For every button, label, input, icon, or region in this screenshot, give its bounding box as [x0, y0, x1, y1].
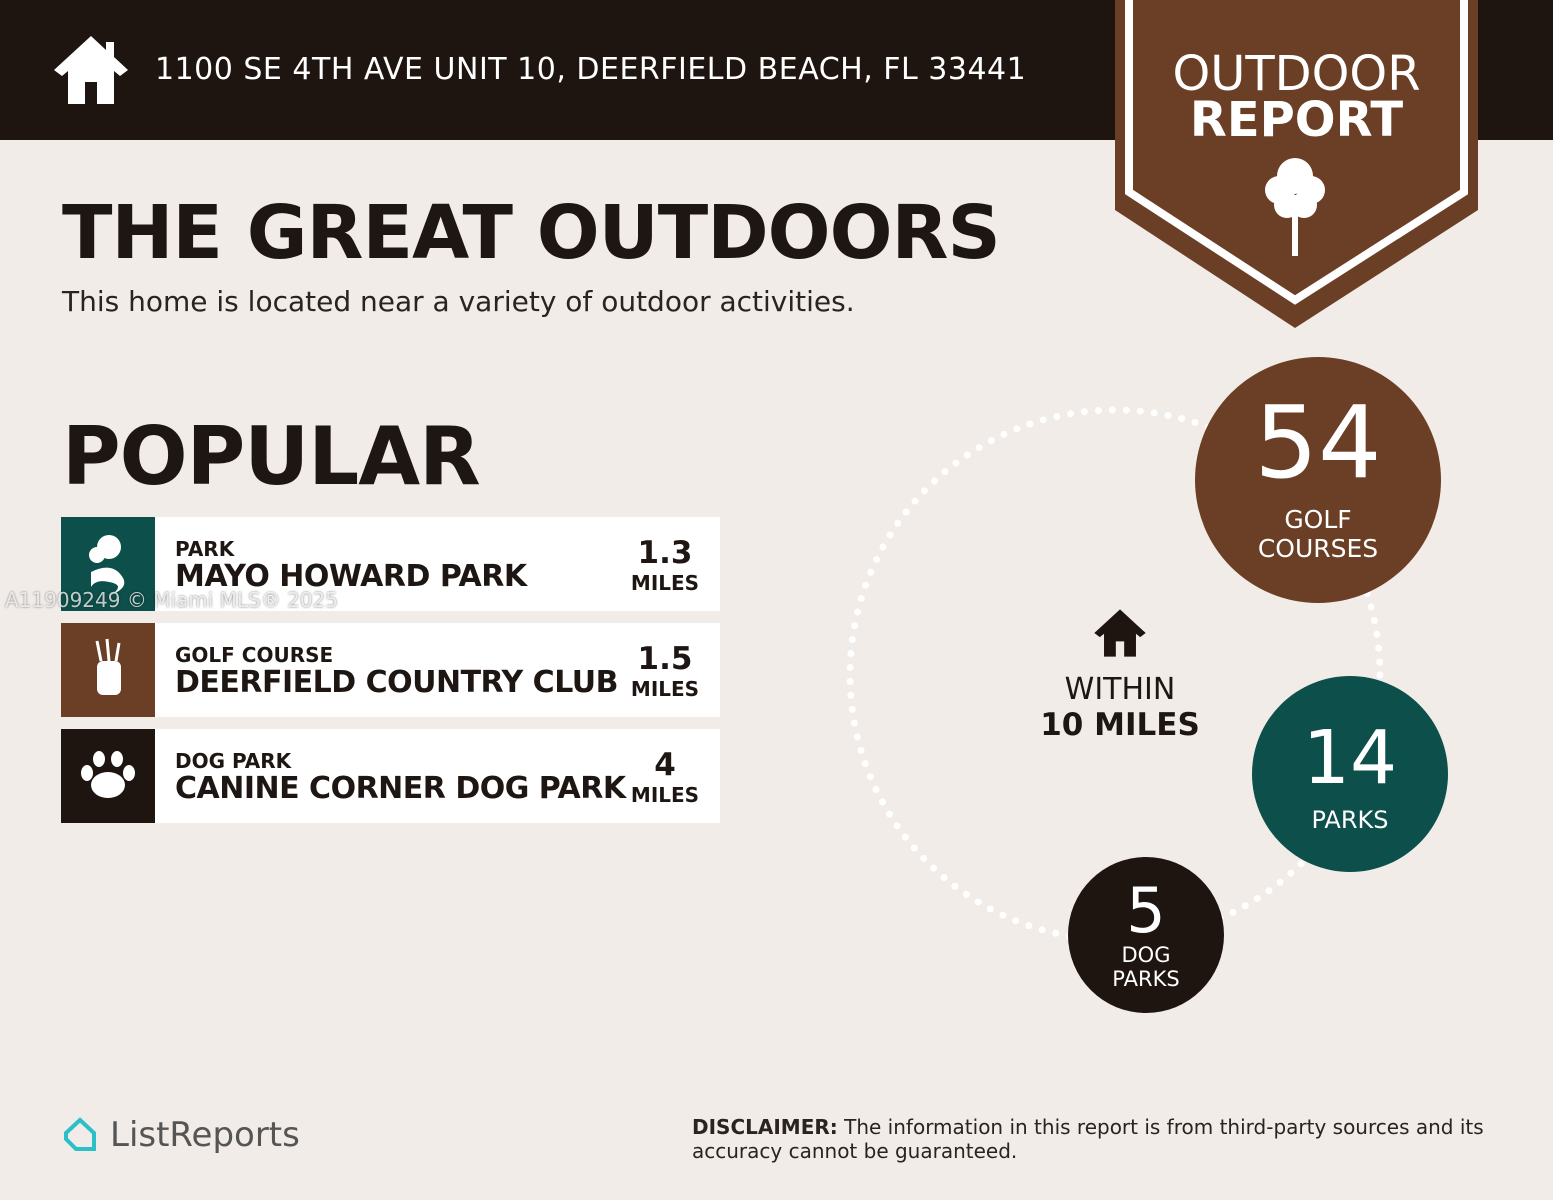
outdoor-report-badge [1115, 0, 1478, 328]
stat-label: GOLF [1284, 505, 1352, 534]
stat-label: PARKS [1311, 806, 1389, 834]
disclaimer: DISCLAIMER: The information in this repo… [692, 1115, 1512, 1163]
paw-icon [61, 729, 155, 823]
item-distance: 1.5 [637, 641, 693, 677]
parks-stat: 14 PARKS [1252, 676, 1448, 872]
item-distance: 1.3 [637, 535, 693, 571]
popular-heading: POPULAR [62, 410, 481, 503]
list-item: GOLF COURSE DEERFIELD COUNTRY CLUB 1.5 MI… [61, 623, 720, 717]
list-item: DOG PARK CANINE CORNER DOG PARK 4 MILES [61, 729, 720, 823]
listreports-logo: ListReports [60, 1115, 300, 1155]
disclaimer-text: The information in this report is from t… [692, 1115, 1484, 1163]
stat-label: PARKS [1112, 967, 1180, 991]
item-category: PARK [175, 537, 235, 561]
item-category: GOLF COURSE [175, 643, 334, 667]
stat-value: 14 [1302, 715, 1398, 801]
logo-text: ListReports [110, 1115, 300, 1155]
item-distance: 4 [654, 747, 676, 783]
house-icon [54, 36, 128, 104]
item-category: DOG PARK [175, 749, 292, 773]
disclaimer-label: DISCLAIMER: [692, 1115, 838, 1139]
radius-label: WITHIN 10 MILES [1020, 608, 1220, 743]
item-name: DEERFIELD COUNTRY CLUB [175, 665, 618, 700]
dog-parks-stat: 5 DOG PARKS [1068, 857, 1224, 1013]
distance-text: 10 MILES [1040, 707, 1200, 743]
tree-icon [1265, 158, 1325, 256]
stat-value: 54 [1254, 384, 1382, 501]
page-subtitle: This home is located near a variety of o… [62, 285, 855, 318]
park-icon [61, 517, 155, 611]
golf-bag-icon [61, 623, 155, 717]
item-unit: MILES [630, 571, 700, 595]
item-unit: MILES [630, 783, 700, 807]
stat-label: COURSES [1257, 534, 1379, 563]
listreports-logo-icon [64, 1117, 96, 1151]
property-address: 1100 SE 4TH AVE UNIT 10, DEERFIELD BEACH… [155, 52, 1027, 87]
golf-courses-stat: 54 GOLF COURSES [1195, 357, 1441, 603]
item-name: CANINE CORNER DOG PARK [175, 771, 626, 806]
badge-line-2: REPORT [1189, 92, 1404, 148]
list-item: PARK MAYO HOWARD PARK 1.3 MILES [61, 517, 720, 611]
watermark: A11909249 © Miami MLS® 2025 [5, 588, 339, 612]
page-title: THE GREAT OUTDOORS [62, 190, 1001, 276]
within-text: WITHIN [1064, 672, 1176, 707]
item-unit: MILES [630, 677, 700, 701]
stat-value: 5 [1126, 874, 1166, 947]
stat-label: DOG [1121, 943, 1171, 967]
item-name: MAYO HOWARD PARK [175, 559, 527, 594]
badge-line-1: OUTDOOR [1172, 46, 1421, 102]
house-icon [1094, 609, 1146, 657]
